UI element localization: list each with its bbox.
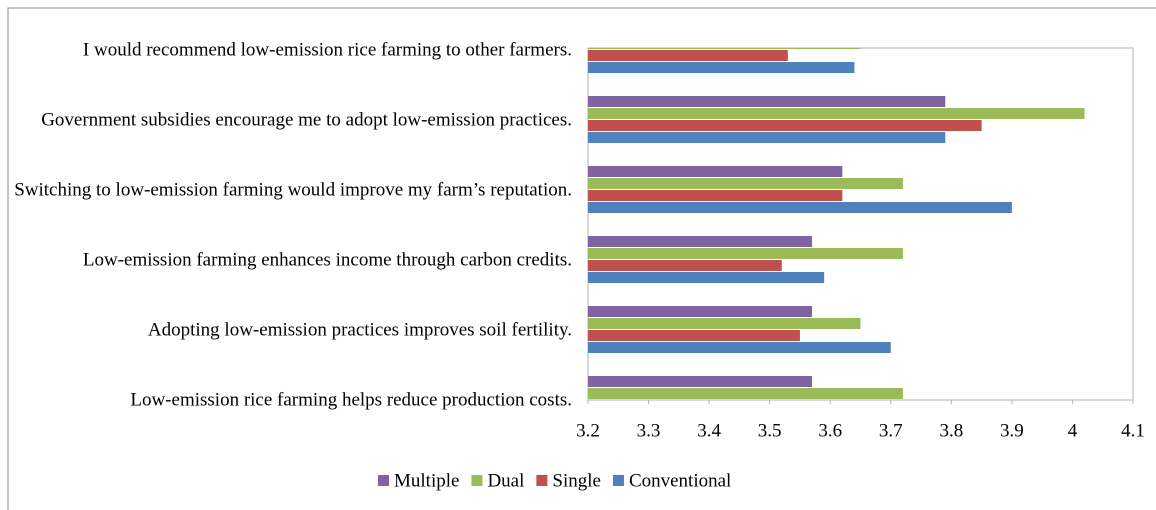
bar [588,50,788,61]
category-label: Low-emission rice farming helps reduce p… [130,389,572,411]
legend-swatch [536,475,548,486]
bars [588,48,1085,399]
bar [588,48,861,49]
bar [588,166,843,177]
bar [588,108,1085,119]
x-tick-label: 3.6 [818,420,842,441]
bar [588,376,813,387]
x-tick-label: 3.2 [576,420,600,441]
category-label: Low-emission farming enhances income thr… [82,249,572,271]
legend-swatch [612,475,624,486]
bar [588,342,891,353]
category-label: Adopting low-emission practices improves… [147,319,572,341]
bar [588,190,843,201]
bar [588,330,800,341]
bar [588,202,1012,213]
legend-label: Single [552,470,601,491]
category-label: Switching to low-emission farming would … [14,179,572,201]
bar [588,318,861,329]
bar [588,306,813,317]
legend-label: Multiple [394,470,459,491]
bar [588,62,855,73]
x-tick-label: 3.8 [939,420,963,441]
frame [7,7,1156,510]
x-tick-label: 3.4 [697,420,721,441]
bar [588,132,946,143]
legend-swatch [378,475,389,486]
x-tick-label: 3.3 [637,420,661,441]
category-label: Government subsidies encourage me to ado… [41,109,572,131]
bar [588,178,903,189]
bar [588,260,782,271]
bar [588,96,946,107]
x-tick-label: 3.7 [879,420,903,441]
x-tick-label: 4 [1068,420,1078,441]
bar [588,388,903,399]
legend-label: Conventional [629,470,731,491]
bar [588,248,903,259]
x-tick-label: 3.5 [758,420,782,441]
bar [588,272,825,283]
legend-swatch [471,475,483,486]
legend-label: Dual [487,470,524,491]
bar [588,236,813,247]
category-label: I would recommend low-emission rice farm… [82,39,572,61]
bar [588,120,982,131]
x-tick-label: 3.9 [1000,420,1024,441]
x-tick-label: 4.1 [1121,420,1145,441]
